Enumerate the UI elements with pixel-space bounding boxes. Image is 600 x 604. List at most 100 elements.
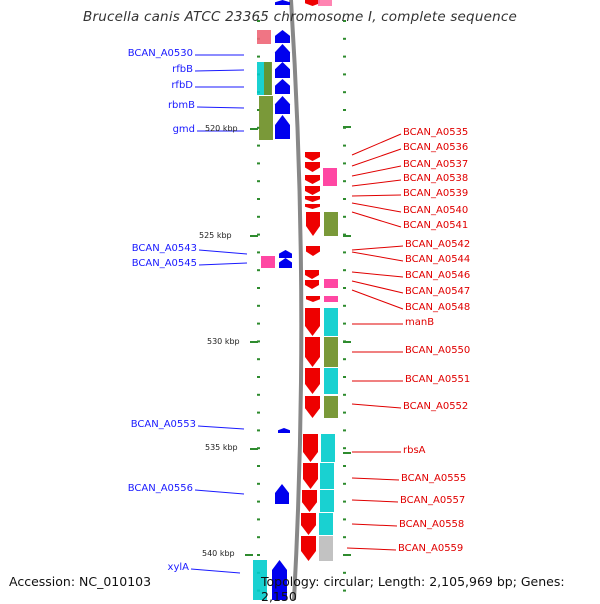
chromosome-backbone bbox=[289, 0, 304, 600]
reverse-gene-arrow bbox=[305, 280, 319, 289]
scale-tick bbox=[257, 322, 260, 325]
gene-label-right: BCAN_A0541 bbox=[403, 220, 469, 231]
scale-tick bbox=[343, 376, 346, 378]
gene-label-right: BCAN_A0539 bbox=[403, 188, 469, 199]
reverse-gene-arrow bbox=[305, 152, 320, 161]
scale-tick bbox=[257, 554, 260, 556]
gene-label-right: BCAN_A0551 bbox=[405, 374, 471, 385]
scale-tick bbox=[257, 376, 260, 378]
forward-gene-arrow bbox=[275, 115, 290, 139]
scale-tick bbox=[257, 162, 260, 165]
gene-label-right: rbsA bbox=[403, 445, 426, 456]
forward-gene-arrow bbox=[275, 44, 290, 62]
scale-tick bbox=[343, 287, 346, 289]
scale-tick bbox=[343, 91, 346, 94]
leader-line-right bbox=[351, 289, 404, 310]
scale-major-tick bbox=[250, 448, 258, 450]
gene-label-right: BCAN_A0558 bbox=[399, 519, 465, 530]
scale-tick bbox=[343, 393, 346, 396]
kbp-label: 530 kbp bbox=[207, 337, 240, 346]
reverse-gene-arrow bbox=[301, 513, 316, 535]
cog-box bbox=[264, 62, 272, 95]
scale-tick bbox=[257, 233, 260, 236]
cog-box bbox=[324, 396, 338, 418]
forward-gene-arrow bbox=[278, 428, 290, 433]
scale-tick bbox=[343, 198, 346, 200]
reverse-gene-arrow bbox=[305, 204, 320, 209]
scale-tick bbox=[257, 215, 260, 218]
leader-line-right bbox=[351, 211, 402, 228]
cog-box bbox=[318, 0, 332, 6]
gene-label-right: BCAN_A0538 bbox=[403, 173, 469, 184]
leader-line-right bbox=[351, 271, 404, 278]
scale-tick bbox=[343, 500, 346, 503]
reverse-gene-arrow bbox=[306, 296, 320, 302]
scale-tick bbox=[343, 269, 346, 272]
scale-tick bbox=[257, 536, 260, 539]
gene-label-right: BCAN_A0546 bbox=[405, 270, 471, 281]
gene-label-left: rfbD bbox=[171, 80, 193, 91]
scale-tick bbox=[257, 55, 260, 58]
forward-gene-arrow bbox=[279, 250, 292, 258]
leader-line-right bbox=[351, 280, 404, 294]
cog-box bbox=[324, 308, 338, 336]
gene-label-left: BCAN_A0530 bbox=[127, 48, 193, 59]
gene-label-right: BCAN_A0547 bbox=[405, 286, 471, 297]
reverse-gene-arrow bbox=[305, 308, 320, 336]
gene-label-right: BCAN_A0559 bbox=[398, 543, 464, 554]
leader-line-right bbox=[351, 202, 402, 213]
cog-box bbox=[324, 279, 338, 288]
gene-label-left: rfbB bbox=[172, 64, 193, 75]
reverse-gene-arrow bbox=[306, 212, 320, 236]
gene-label-right: BCAN_A0540 bbox=[403, 205, 469, 216]
scale-tick bbox=[343, 571, 346, 574]
forward-gene-arrow bbox=[279, 258, 292, 268]
forward-gene-arrow bbox=[275, 30, 290, 43]
scale-tick bbox=[343, 37, 346, 40]
reverse-gene-arrow bbox=[302, 490, 317, 512]
cog-box bbox=[319, 536, 333, 561]
scale-tick bbox=[343, 429, 346, 432]
leader-line-right bbox=[351, 165, 402, 177]
scale-tick bbox=[343, 162, 346, 165]
scale-major-tick bbox=[343, 126, 351, 128]
cog-box bbox=[253, 560, 267, 600]
gene-label-left: rbmB bbox=[167, 100, 195, 111]
gene-label-right: BCAN_A0544 bbox=[405, 254, 471, 265]
cog-box bbox=[324, 368, 338, 394]
scale-tick bbox=[343, 536, 346, 539]
scale-major-tick bbox=[250, 128, 258, 130]
scale-tick bbox=[343, 144, 346, 147]
scale-tick bbox=[257, 126, 260, 129]
gene-label-left: gmd bbox=[172, 124, 195, 135]
reverse-gene-arrow bbox=[305, 0, 320, 6]
leader-line-right bbox=[351, 523, 398, 527]
leader-line-right bbox=[351, 133, 402, 156]
gene-label-left: BCAN_A0543 bbox=[131, 243, 197, 254]
scale-tick bbox=[257, 20, 260, 22]
gene-label-right: BCAN_A0557 bbox=[400, 495, 466, 506]
forward-gene-arrow bbox=[275, 96, 290, 114]
gene-features bbox=[253, 0, 338, 600]
scale-major-tick bbox=[250, 235, 258, 237]
cog-box bbox=[323, 168, 337, 186]
cog-box bbox=[257, 30, 271, 44]
forward-gene-arrow bbox=[275, 79, 290, 94]
reverse-gene-arrow bbox=[303, 463, 318, 489]
leader-line-right bbox=[351, 499, 399, 503]
reverse-gene-arrow bbox=[305, 396, 320, 418]
scale-tick bbox=[343, 180, 346, 183]
leader-line-right bbox=[346, 547, 397, 551]
reverse-gene-arrow bbox=[301, 536, 316, 561]
leader-line-left bbox=[194, 489, 245, 495]
scale-tick bbox=[257, 287, 260, 289]
forward-gene-arrow bbox=[275, 484, 289, 504]
scale-major-tick bbox=[343, 235, 351, 237]
gene-label-right: BCAN_A0536 bbox=[403, 142, 469, 153]
scale-tick bbox=[343, 73, 346, 76]
forward-gene-arrow bbox=[275, 0, 290, 5]
reverse-gene-arrow bbox=[305, 368, 320, 394]
scale-tick bbox=[343, 447, 346, 450]
backbone-arc bbox=[289, 0, 304, 600]
